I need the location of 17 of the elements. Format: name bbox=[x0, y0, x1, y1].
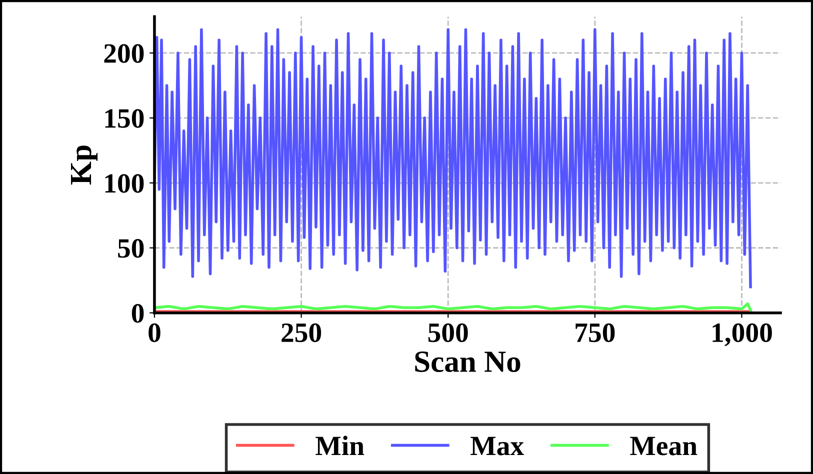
x-tick-label: 750 bbox=[576, 323, 615, 342]
y-tick-label: 100 bbox=[105, 174, 144, 193]
y-tick-label: 50 bbox=[118, 239, 144, 258]
line-series bbox=[154, 28, 752, 288]
x-tick-label: 1,000 bbox=[712, 323, 772, 346]
y-tick-label: 150 bbox=[105, 109, 144, 128]
line-series bbox=[154, 302, 752, 312]
legend-label: Min bbox=[316, 436, 364, 456]
x-tick-label: 0 bbox=[148, 323, 160, 342]
y-axis-title: Kp bbox=[71, 146, 98, 185]
x-axis-title: Scan No bbox=[415, 352, 520, 372]
y-tick-label: 200 bbox=[104, 44, 144, 63]
legend-label: Max bbox=[470, 436, 524, 456]
y-tick-label: 0 bbox=[132, 304, 144, 323]
x-tick-label: 250 bbox=[282, 323, 322, 342]
x-tick-label: 500 bbox=[428, 323, 468, 342]
legend-label: Mean bbox=[630, 436, 698, 456]
